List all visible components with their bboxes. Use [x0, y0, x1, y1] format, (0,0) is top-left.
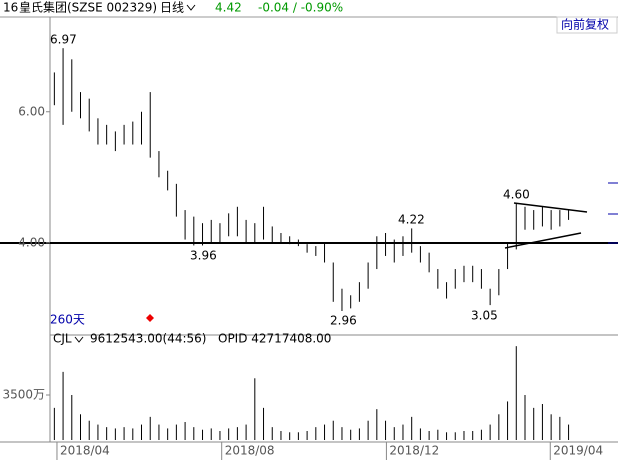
marker: [146, 314, 154, 322]
y-tick-label: 3500万: [2, 388, 45, 402]
dropdown-icon[interactable]: [186, 4, 196, 11]
opid-value: OPID 42717408.00: [218, 332, 331, 346]
x-tick-label: 2018/12: [389, 444, 439, 458]
code: 16: [3, 1, 18, 15]
volume-value: 9612543.00(44:56): [90, 332, 206, 346]
indicator[interactable]: CJL: [53, 332, 72, 346]
x-tick-label: 2019/04: [553, 444, 603, 458]
price-annotation: 4.22: [398, 213, 425, 227]
days: 260天: [50, 313, 85, 327]
price: 4.42: [215, 1, 242, 15]
dropdown-icon[interactable]: [74, 336, 84, 343]
price-annotation: 4.60: [503, 188, 530, 202]
x-tick-label: 2018/04: [60, 444, 110, 458]
price-annotation: 3.05: [471, 309, 498, 323]
period[interactable]: 日线: [160, 1, 184, 15]
y-tick-label: 6.00: [18, 104, 45, 118]
stock-name: 皇氏集团(SZSE 002329): [19, 0, 157, 15]
adjust-label[interactable]: 向前复权: [561, 17, 609, 32]
adjust-button[interactable]: [556, 16, 618, 34]
y-tick-label: 4.00: [18, 235, 45, 249]
x-tick-label: 2018/08: [225, 444, 275, 458]
price-annotation: 6.97: [50, 33, 77, 47]
price-annotation: 3.96: [190, 249, 217, 263]
trend-line: [513, 202, 588, 213]
change: -0.04 / -0.90%: [258, 1, 343, 15]
price-annotation: 2.96: [330, 314, 357, 328]
trend-line: [504, 232, 582, 249]
